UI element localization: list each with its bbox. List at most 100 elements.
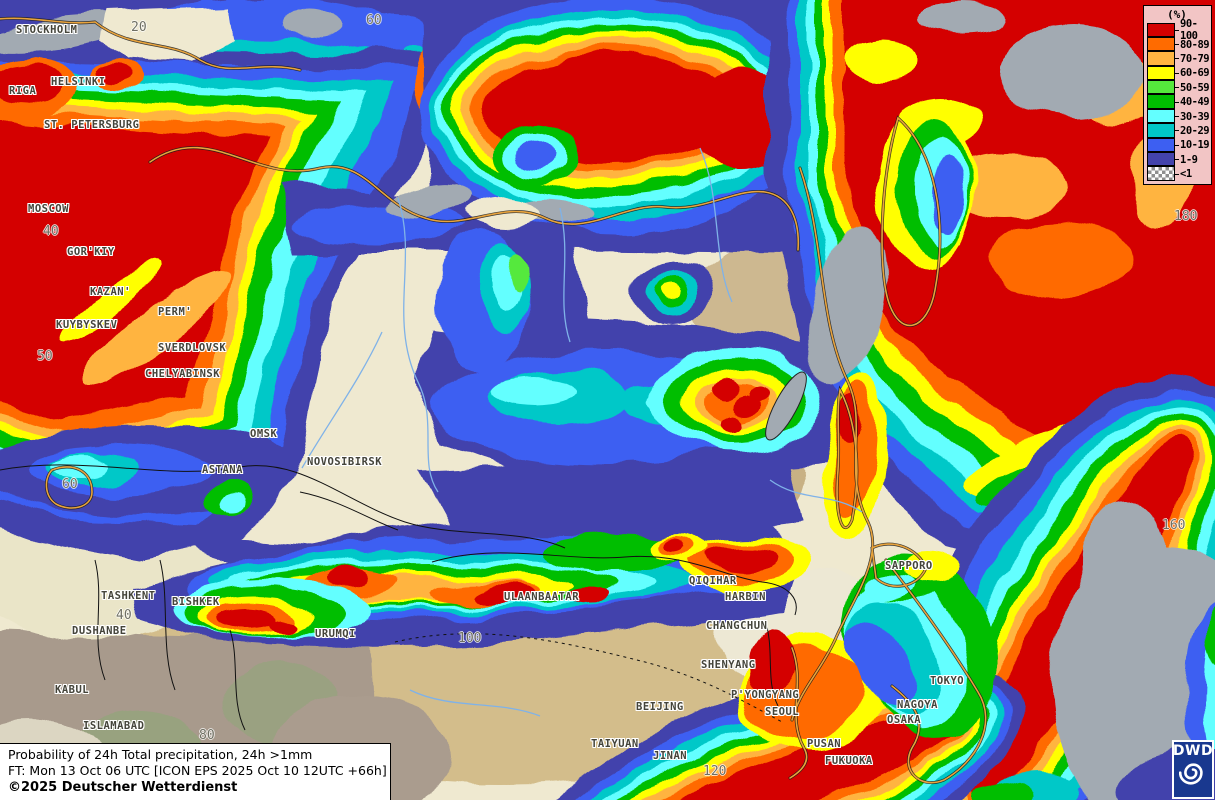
city-label: URUMQI [315, 628, 356, 640]
city-label: ISLAMABAD [83, 720, 145, 732]
city-label: CHANGCHUN [706, 620, 768, 632]
legend-row: 10-19 [1147, 137, 1211, 153]
legend-label: 60-69 [1180, 67, 1210, 80]
legend-tick [1175, 87, 1179, 89]
city-label: SEOUL [765, 706, 800, 718]
dwd-logo: DWD [1172, 740, 1214, 799]
grid-label: 120 [703, 764, 727, 779]
legend-swatch [1147, 51, 1175, 66]
caption-forecast-time: FT: Mon 13 Oct 06 UTC [ICON EPS 2025 Oct… [8, 763, 387, 778]
legend-row: 60-69 [1147, 65, 1211, 81]
city-label: JINAN [653, 750, 688, 762]
legend-tick [1175, 130, 1179, 132]
legend-swatch [1147, 152, 1175, 167]
legend-label: 40-49 [1180, 96, 1210, 109]
city-label: P'YONGYANG [731, 689, 800, 701]
city-label: STOCKHOLM [16, 24, 78, 36]
legend-tick [1175, 72, 1179, 74]
legend-label: 30-39 [1180, 110, 1210, 123]
city-label: DUSHANBE [72, 625, 127, 637]
city-label: MOSCOW [28, 203, 69, 215]
legend-swatch [1147, 94, 1175, 109]
legend-row: 80-89 [1147, 36, 1211, 52]
grid-label: 60 [62, 477, 78, 492]
grid-label: 100 [458, 631, 482, 646]
city-label: PUSAN [807, 738, 842, 750]
grid-label: 180 [1174, 209, 1198, 224]
city-label: ST. PETERSBURG [44, 119, 140, 131]
city-label: TOKYO [930, 675, 965, 687]
city-label: KAZAN' [90, 286, 131, 298]
city-label: NOVOSIBIRSK [307, 456, 383, 468]
coastline-layer [0, 16, 988, 785]
city-label: CHELYABINSK [145, 368, 221, 380]
legend-tick [1175, 116, 1179, 118]
legend-swatch [1147, 65, 1175, 81]
river-layer [301, 147, 863, 717]
grid-label: 40 [116, 608, 132, 623]
city-label: HARBIN [725, 591, 766, 603]
city-label: RIGA [9, 85, 37, 97]
legend-tick [1175, 58, 1179, 60]
legend-row: 40-49 [1147, 94, 1211, 109]
legend-rows: 90-100 80-89 70-79 60-69 50-59 40-49 30-39 20-2… [1147, 18, 1211, 181]
city-label: TAIYUAN [591, 738, 639, 750]
legend-swatch [1147, 108, 1175, 124]
legend-row: 1-9 [1147, 152, 1211, 167]
legend-row: 30-39 [1147, 108, 1211, 124]
city-label: SHENYANG [701, 659, 756, 671]
legend-tick [1175, 101, 1179, 103]
grid-label: 80 [199, 728, 215, 743]
caption-copyright: ©2025 Deutscher Wetterdienst [8, 779, 238, 795]
legend-swatch [1147, 166, 1175, 181]
grid-label: 160 [1162, 518, 1186, 533]
legend-row: 20-29 [1147, 123, 1211, 138]
city-label: KUYBYSKEV [56, 319, 118, 331]
legend-label: 90-100 [1180, 18, 1198, 43]
city-label: BEIJING [636, 701, 684, 713]
caption-title: Probability of 24h Total precipitation, … [8, 746, 313, 762]
city-label: QIQIHAR [689, 575, 737, 587]
legend: (%) 90-100 80-89 70-79 60-69 50-59 40-49 30-39… [1143, 5, 1212, 186]
legend-label: 70-79 [1180, 52, 1210, 65]
city-label: TASHKENT [101, 590, 156, 602]
city-label: NAGOYA [897, 699, 938, 711]
legend-tick [1175, 173, 1179, 175]
legend-row: <1 [1147, 166, 1211, 181]
city-label: BISHKEK [172, 596, 220, 608]
legend-tick [1175, 29, 1179, 31]
grid-label: 50 [37, 349, 53, 364]
city-label: FUKUOKA [825, 755, 873, 767]
map-caption: Probability of 24h Total precipitation, … [0, 742, 391, 800]
border-layer [0, 464, 797, 731]
legend-swatch [1147, 80, 1175, 95]
legend-label: 50-59 [1180, 81, 1210, 94]
legend-row: 50-59 [1147, 80, 1211, 95]
legend-label: 1-9 [1180, 153, 1198, 166]
lake-baikal [765, 371, 807, 441]
city-label: OMSK [250, 428, 278, 440]
legend-label: 20-29 [1180, 124, 1210, 137]
city-label: OSAKA [887, 714, 922, 726]
legend-tick [1175, 44, 1179, 46]
grid-label: 40 [43, 224, 59, 239]
legend-label: 10-19 [1180, 139, 1210, 152]
legend-tick [1175, 144, 1179, 146]
legend-tick [1175, 159, 1179, 161]
city-label: PERM' [158, 306, 193, 318]
city-label: ASTANA [202, 464, 243, 476]
legend-label: 80-89 [1180, 38, 1210, 51]
grid-label: 60 [366, 13, 382, 28]
dwd-spiral-icon [1179, 763, 1203, 785]
city-label: SVERDLOVSK [158, 342, 227, 354]
legend-swatch [1147, 22, 1175, 37]
legend-row: 70-79 [1147, 51, 1211, 66]
dwd-logo-text: DWD [1172, 743, 1214, 759]
legend-swatch [1147, 137, 1175, 153]
legend-swatch [1147, 36, 1175, 52]
legend-swatch [1147, 123, 1175, 138]
legend-row: 90-100 [1147, 18, 1211, 42]
city-label: ULAANBAATAR [504, 591, 580, 603]
city-label: GOR'KIY [67, 246, 115, 258]
